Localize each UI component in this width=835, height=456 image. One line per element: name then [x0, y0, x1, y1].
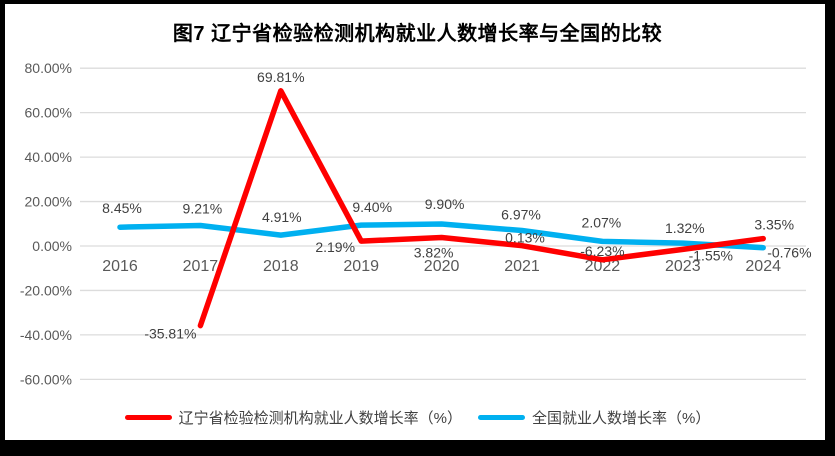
legend-item-national: 全国就业人数增长率（%）	[478, 407, 710, 428]
chart-canvas	[5, 4, 825, 440]
legend-label-national: 全国就业人数增长率（%）	[532, 409, 711, 427]
legend: 辽宁省检验检测机构就业人数增长率（%） 全国就业人数增长率（%）	[0, 404, 835, 430]
chart-title: 图7 辽宁省检验检测机构就业人数增长率与全国的比较	[172, 23, 663, 45]
liaoning-series-line-icon	[124, 414, 172, 420]
legend-item-liaoning: 辽宁省检验检测机构就业人数增长率（%）	[124, 407, 462, 428]
national-series-line-icon	[478, 414, 525, 420]
legend-label-liaoning: 辽宁省检验检测机构就业人数增长率（%）	[178, 409, 462, 427]
